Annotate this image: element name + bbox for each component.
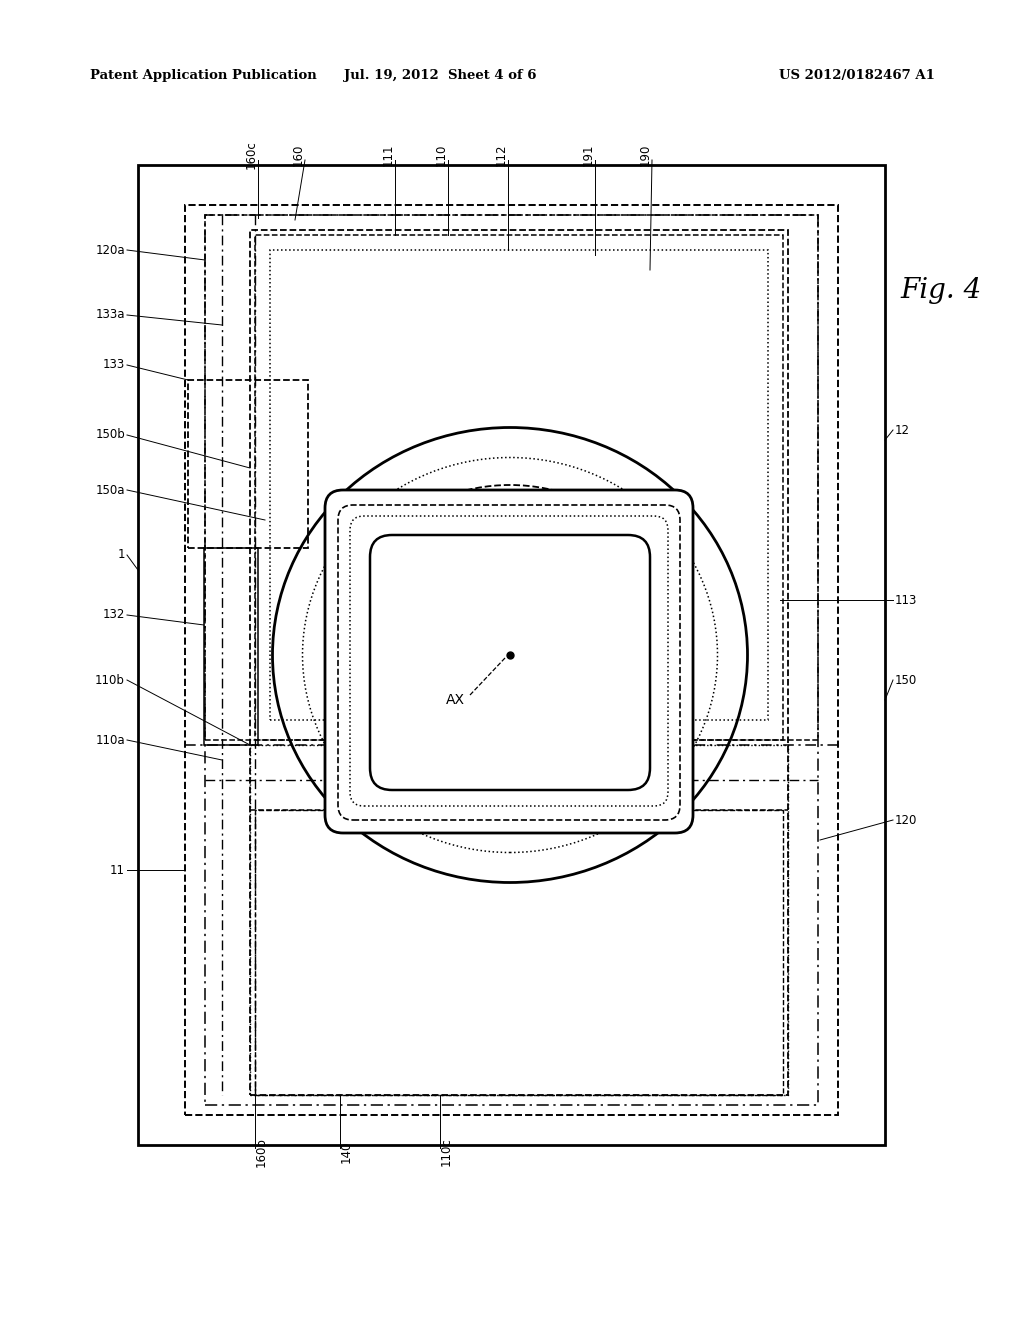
Text: US 2012/0182467 A1: US 2012/0182467 A1 <box>779 69 935 82</box>
FancyBboxPatch shape <box>370 535 650 789</box>
Text: 112: 112 <box>495 144 508 166</box>
Text: Fig. 4: Fig. 4 <box>900 276 981 304</box>
Text: 133: 133 <box>102 359 125 371</box>
Text: 191: 191 <box>582 144 595 166</box>
Text: 140: 140 <box>340 1140 353 1163</box>
Text: 150a: 150a <box>95 483 125 496</box>
Text: 120: 120 <box>895 813 918 826</box>
Text: 11: 11 <box>110 863 125 876</box>
Text: AX: AX <box>445 693 465 708</box>
Text: 132: 132 <box>102 609 125 622</box>
Text: 12: 12 <box>895 424 910 437</box>
Text: 113: 113 <box>895 594 918 606</box>
Text: 133a: 133a <box>95 309 125 322</box>
Bar <box>138 165 885 1144</box>
Text: 110a: 110a <box>95 734 125 747</box>
Bar <box>250 744 788 1096</box>
Bar <box>188 380 308 548</box>
Text: 120a: 120a <box>95 243 125 256</box>
Text: 110c: 110c <box>440 1138 453 1167</box>
FancyBboxPatch shape <box>325 490 693 833</box>
Bar <box>205 215 818 741</box>
Text: 110b: 110b <box>95 673 125 686</box>
Text: 160: 160 <box>292 144 305 166</box>
Text: 1: 1 <box>118 549 125 561</box>
Text: 160b: 160b <box>255 1137 268 1167</box>
Text: 150b: 150b <box>95 429 125 441</box>
Bar <box>205 215 818 1105</box>
Text: Patent Application Publication: Patent Application Publication <box>90 69 316 82</box>
Bar <box>250 230 788 1096</box>
Bar <box>255 810 783 1096</box>
Text: 111: 111 <box>382 144 395 166</box>
Bar <box>270 249 768 719</box>
Bar <box>204 548 258 744</box>
Text: 190: 190 <box>639 144 652 166</box>
Bar <box>255 235 783 741</box>
Text: 110: 110 <box>435 144 449 166</box>
Text: Jul. 19, 2012  Sheet 4 of 6: Jul. 19, 2012 Sheet 4 of 6 <box>344 69 537 82</box>
Text: 160c: 160c <box>245 141 258 169</box>
Text: 150: 150 <box>895 673 918 686</box>
Bar <box>185 205 838 1115</box>
